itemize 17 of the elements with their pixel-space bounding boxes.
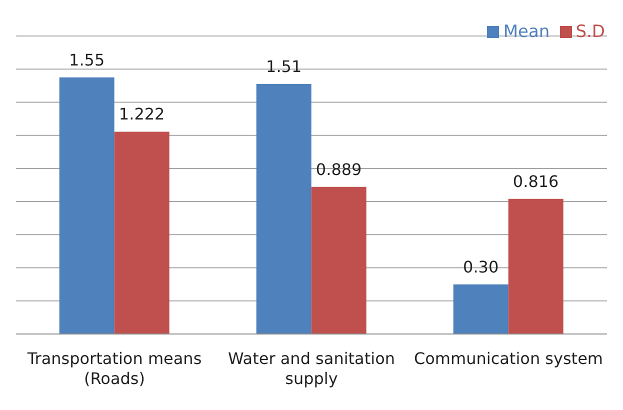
bar <box>114 132 170 334</box>
x-tick-label: Transportation means (Roads) <box>26 349 202 388</box>
legend-label: Mean <box>503 22 550 42</box>
bar <box>311 186 366 334</box>
data-label: 1.55 <box>69 50 105 70</box>
data-label: 0.30 <box>463 257 499 276</box>
bar <box>256 84 312 334</box>
data-label: 0.816 <box>512 172 559 191</box>
legend-label: S.D <box>576 22 605 42</box>
bar <box>453 284 508 334</box>
data-label: 1.51 <box>266 57 302 76</box>
data-label: 1.222 <box>118 104 165 124</box>
bar <box>59 77 114 334</box>
data-label: 0.889 <box>316 160 362 179</box>
bar <box>508 198 564 334</box>
x-tick-label: Communication system <box>414 349 604 368</box>
x-tick-label: Water and sanitation supply <box>228 349 396 388</box>
